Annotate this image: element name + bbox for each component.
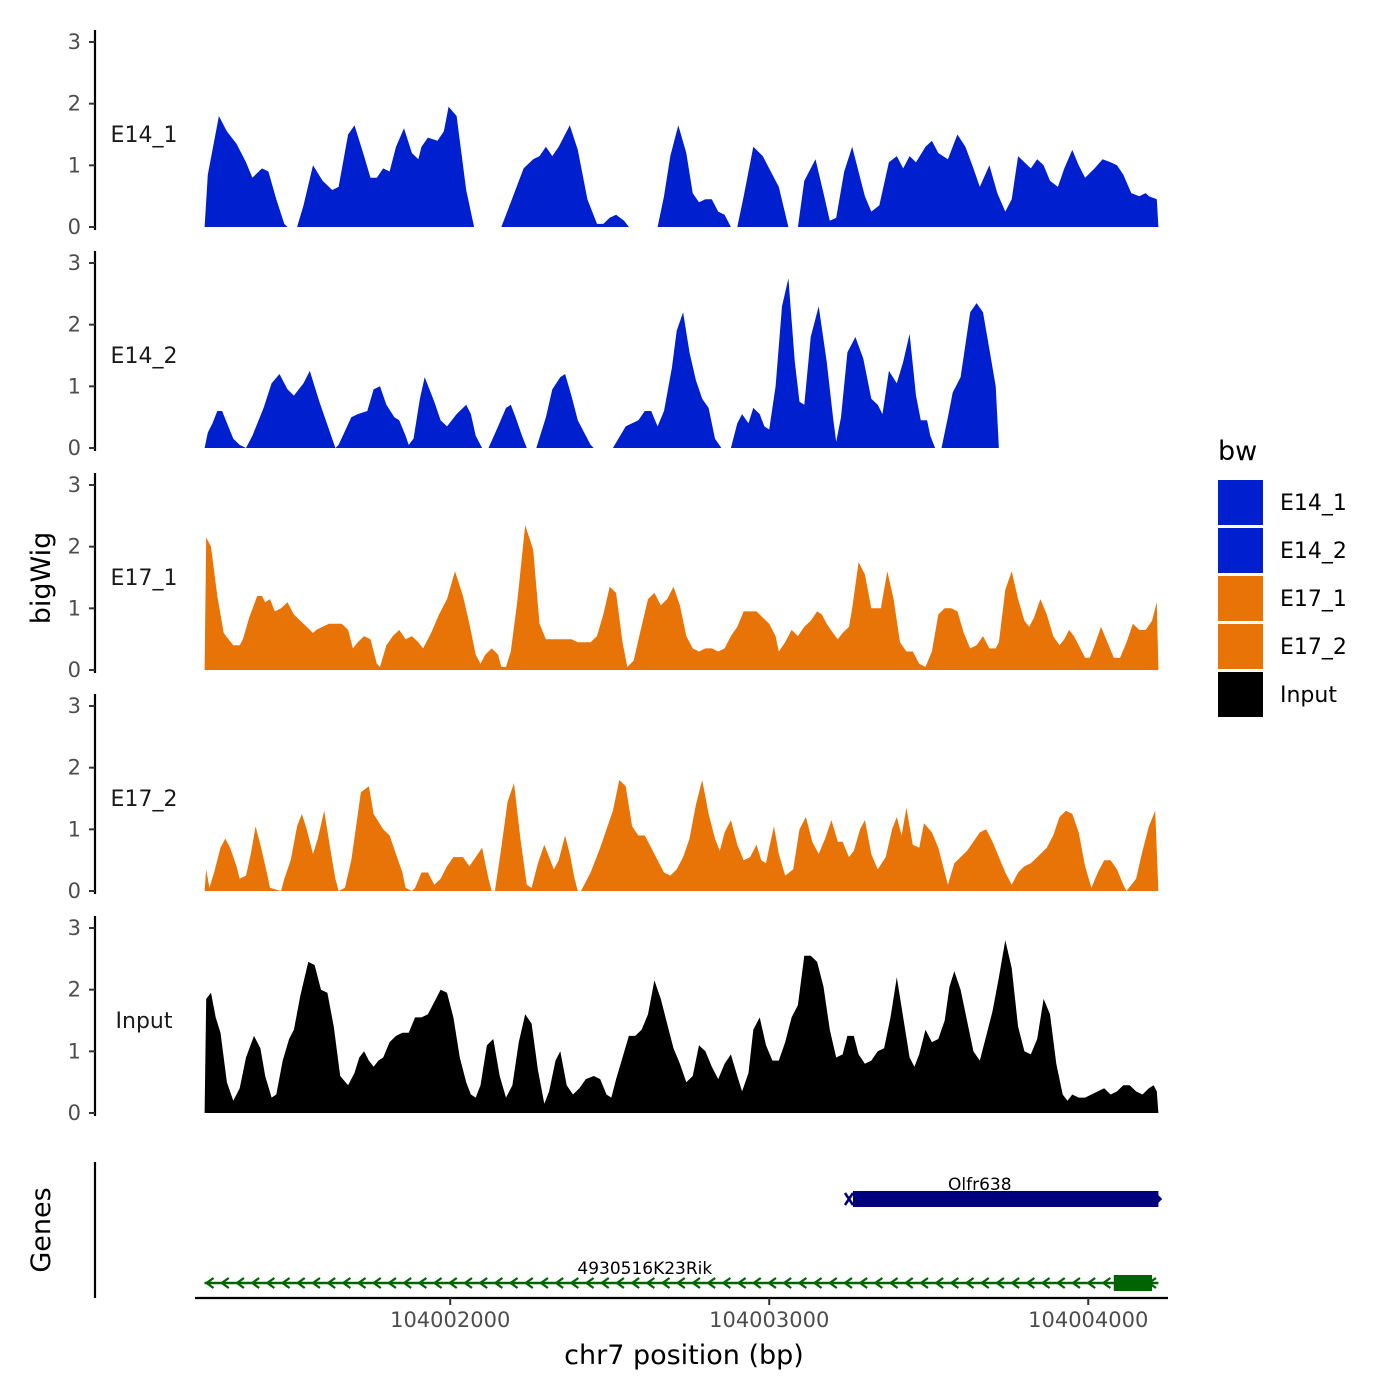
coverage-area-E14_2 [204, 278, 999, 448]
legend-label: E14_1 [1280, 491, 1347, 516]
x-tick-label: 104004000 [1028, 1308, 1148, 1332]
y-tick-label: 0 [68, 879, 81, 903]
coverage-area-E17_2 [204, 780, 1159, 891]
y-tick-label: 3 [68, 251, 81, 275]
coverage-area-Input [204, 940, 1159, 1113]
y-tick-label: 2 [68, 313, 81, 337]
legend-swatch [1218, 528, 1263, 573]
gene-label: 4930516K23Rik [577, 1259, 712, 1279]
x-tick-label: 104003000 [709, 1308, 829, 1332]
gene-Olfr638: Olfr638 [843, 1175, 1163, 1207]
y-tick-label: 3 [68, 30, 81, 54]
y-tick-label: 3 [68, 473, 81, 497]
gene-end-arrow [1153, 1192, 1163, 1206]
legend-item-E17_1: E17_1 [1218, 576, 1347, 621]
legend: bw E14_1 E14_2 E17_1 E17_2 Input [1218, 436, 1347, 717]
y-tick-label: 1 [68, 596, 81, 620]
legend-swatch [1218, 672, 1263, 717]
y-tick-label: 0 [68, 658, 81, 682]
y-tick-label: 1 [68, 153, 81, 177]
x-tick-label: 104002000 [390, 1308, 510, 1332]
legend-item-E14_2: E14_2 [1218, 528, 1347, 573]
y-tick-label: 2 [68, 978, 81, 1002]
y-tick-label: 1 [68, 374, 81, 398]
legend-item-E17_2: E17_2 [1218, 624, 1347, 669]
y-tick-label: 2 [68, 756, 81, 780]
genes-panel: Olfr638 4930516K23Rik [93, 1162, 1163, 1298]
y-tick-label: 3 [68, 916, 81, 940]
legend-label: E17_1 [1280, 587, 1347, 612]
gene-strand-arrows [204, 1277, 1157, 1289]
gene-exon [1113, 1275, 1153, 1291]
y-tick-label: 1 [68, 1039, 81, 1063]
y-tick-label: 0 [68, 436, 81, 460]
track-label: E14_2 [111, 344, 178, 369]
track-E14_2: 0 1 2 3 E14_2 [68, 251, 999, 460]
legend-item-E14_1: E14_1 [1218, 480, 1347, 525]
track-label: E17_2 [111, 787, 178, 812]
gene-label: Olfr638 [948, 1175, 1012, 1195]
gene-start-mark [843, 1192, 855, 1206]
coverage-area-E17_1 [204, 525, 1159, 670]
track-label: E17_1 [111, 566, 178, 591]
coverage-area-E14_1 [204, 106, 1159, 227]
x-axis-title: chr7 position (bp) [564, 1340, 804, 1371]
genes-axis-title: Genes [26, 1187, 57, 1272]
legend-swatch [1218, 624, 1263, 669]
legend-swatch [1218, 576, 1263, 621]
y-tick-label: 2 [68, 535, 81, 559]
y-axis-title: bigWig [26, 532, 57, 625]
y-tick-label: 2 [68, 92, 81, 116]
y-tick-label: 0 [68, 215, 81, 239]
track-E17_2: 0 1 2 3 E17_2 [68, 694, 1159, 903]
legend-item-Input: Input [1218, 672, 1337, 717]
y-tick-label: 3 [68, 694, 81, 718]
legend-title: bw [1218, 436, 1257, 467]
x-axis: 104002000 104003000 104004000 [195, 1296, 1168, 1332]
track-Input: 0 1 2 3 Input [68, 916, 1159, 1125]
gene-body [852, 1191, 1159, 1207]
legend-label: Input [1280, 683, 1337, 708]
y-tick-label: 1 [68, 817, 81, 841]
track-E14_1: 0 1 2 3 E14_1 [68, 30, 1159, 239]
coverage-tracks: 0 1 2 3 E14_1 0 1 2 3 E14_2 0 1 2 3 E17_1 0 1 2 3 E17_2 0 1 2 3… [68, 30, 1159, 1125]
legend-label: E14_2 [1280, 539, 1347, 564]
y-tick-label: 0 [68, 1101, 81, 1125]
gene-4930516K23Rik: 4930516K23Rik [204, 1259, 1159, 1291]
legend-swatch [1218, 480, 1263, 525]
legend-label: E17_2 [1280, 635, 1347, 660]
track-label: E14_1 [111, 123, 178, 148]
track-label: Input [116, 1009, 173, 1034]
track-E17_1: 0 1 2 3 E17_1 [68, 473, 1159, 682]
